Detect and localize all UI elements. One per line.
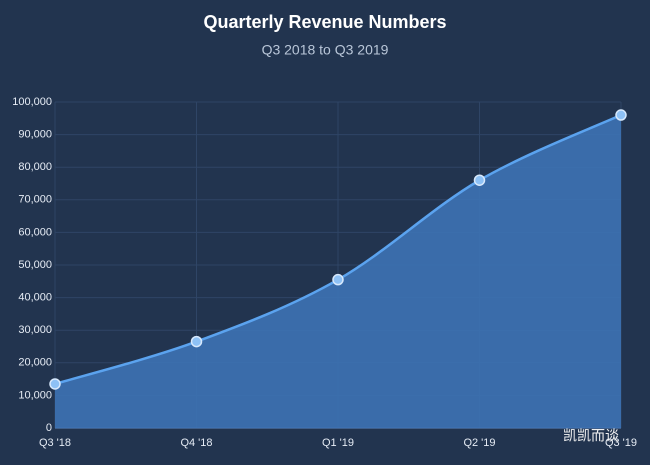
point bbox=[49, 378, 61, 390]
point bbox=[473, 174, 486, 186]
y-tick-label: 10,000 bbox=[18, 389, 52, 401]
y-tick-label: 50,000 bbox=[18, 259, 52, 271]
chart-subtitle: Q3 2018 to Q3 2019 bbox=[262, 42, 389, 58]
y-tick-label: 60,000 bbox=[18, 226, 52, 238]
y-tick-label: 80,000 bbox=[18, 161, 52, 173]
x-tick-label: Q1 '19 bbox=[322, 437, 354, 449]
x-tick-label: Q3 '18 bbox=[39, 437, 71, 449]
watermark: 凯凯而谈 bbox=[563, 428, 619, 444]
x-tick-label: Q2 '19 bbox=[463, 437, 495, 449]
y-tick-label: 0 bbox=[46, 422, 52, 434]
point bbox=[332, 273, 344, 286]
chart-title: Quarterly Revenue Numbers bbox=[203, 12, 446, 32]
point bbox=[190, 335, 203, 348]
y-tick-label: 100,000 bbox=[12, 96, 52, 108]
y-tick-label: 70,000 bbox=[18, 194, 52, 206]
x-tick-label: Q3 '19 bbox=[605, 437, 637, 449]
y-tick-label: 90,000 bbox=[18, 129, 52, 141]
y-tick-label: 20,000 bbox=[18, 357, 52, 369]
point bbox=[615, 109, 627, 121]
x-tick-label: Q4 '18 bbox=[180, 437, 212, 449]
y-tick-label: 30,000 bbox=[18, 324, 52, 336]
area bbox=[55, 115, 621, 428]
y-tick-label: 40,000 bbox=[18, 292, 52, 304]
